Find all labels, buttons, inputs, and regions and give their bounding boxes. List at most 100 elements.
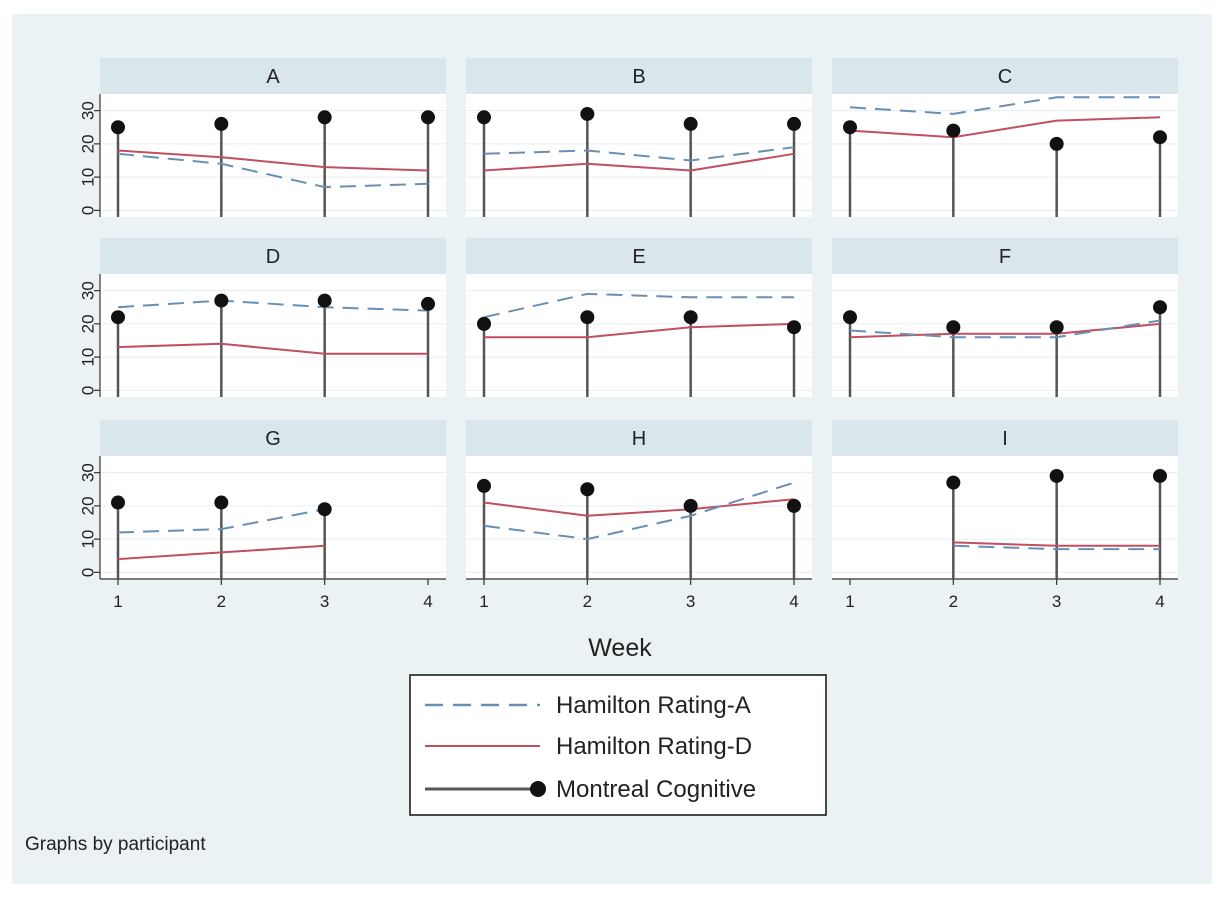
montreal-point	[214, 293, 229, 308]
y-tick-label: 30	[79, 101, 98, 120]
graphs-by-note: Graphs by participant	[25, 834, 206, 855]
montreal-point	[1049, 136, 1064, 151]
y-tick-label: 30	[79, 463, 98, 482]
panel-g: G 0 10 20 30 1 2 3 4	[79, 420, 446, 611]
montreal-point	[1153, 130, 1167, 145]
hamilton-a-line	[849, 319, 1161, 339]
x-tick-label: 2	[217, 592, 226, 611]
hamilton-d-line	[117, 342, 428, 355]
montreal-point	[477, 316, 491, 331]
montreal-point	[421, 110, 435, 125]
x-tick-label: 4	[1155, 592, 1164, 611]
x-tick-label: 3	[1052, 592, 1061, 611]
montreal-point	[683, 498, 698, 513]
hamilton-d-line	[117, 149, 429, 172]
montreal-point	[1049, 468, 1064, 483]
x-axis-title: Week	[588, 634, 652, 662]
panel-a: A 0 10 20 30	[79, 58, 446, 217]
panel-title: A	[266, 66, 280, 88]
panel-strip	[832, 420, 1178, 456]
hamilton-a-line	[953, 544, 1160, 551]
panel-title: H	[632, 428, 646, 450]
panel-plot-area	[100, 456, 446, 579]
legend-label-hamilton-d: Hamilton Rating-D	[556, 733, 752, 760]
panel-e: E	[466, 238, 812, 397]
montreal-point	[946, 320, 961, 335]
hamilton-d-line	[483, 498, 795, 517]
panel-title: D	[266, 246, 280, 268]
legend-key-montreal-dot	[530, 781, 546, 797]
montreal-point	[111, 120, 125, 135]
legend: Hamilton Rating-A Hamilton Rating-D Mont…	[409, 674, 827, 816]
hamilton-a-line	[117, 508, 325, 534]
y-tick-label: 0	[79, 206, 98, 215]
x-tick-label: 3	[686, 592, 695, 611]
montreal-point	[580, 310, 595, 325]
panel-plot-area	[832, 94, 1178, 217]
x-tick-label: 4	[423, 592, 432, 611]
hamilton-d-line	[849, 116, 1161, 139]
panel-title: B	[632, 66, 645, 88]
panel-h: H 1 2 3 4	[466, 420, 812, 611]
y-tick-label: 10	[79, 168, 98, 187]
montreal-point	[477, 110, 491, 125]
montreal-point	[946, 123, 961, 138]
panel-d: D 0 10 20 30	[79, 238, 446, 397]
montreal-point	[787, 498, 801, 513]
montreal-point	[111, 495, 125, 510]
montreal-point	[683, 116, 698, 131]
panel-strip	[832, 58, 1178, 94]
x-tick-label: 1	[479, 592, 488, 611]
montreal-point	[683, 310, 698, 325]
y-tick-label: 20	[79, 496, 98, 515]
montreal-point	[1153, 300, 1167, 315]
montreal-point	[214, 495, 229, 510]
panel-strip	[100, 238, 446, 274]
panel-b: B	[466, 58, 812, 217]
y-tick-label: 10	[79, 348, 98, 367]
panel-title: G	[265, 428, 281, 450]
legend-label-montreal: Montreal Cognitive	[556, 776, 756, 803]
panel-title: C	[998, 66, 1012, 88]
panel-title: E	[632, 246, 645, 268]
montreal-point	[111, 310, 125, 325]
montreal-point	[1153, 468, 1167, 483]
y-tick-label: 0	[79, 568, 98, 577]
panel-title: F	[999, 246, 1011, 268]
panel-plot-area	[100, 274, 446, 397]
panels: A 0 10 20 30 B C D 0 10 20 30 E F G 0 10 20 30 1 2 3 4 H 1 2 3 4 I 1 2…	[79, 58, 1178, 611]
hamilton-d-line	[483, 152, 795, 172]
x-tick-label: 2	[583, 592, 592, 611]
panel-plot-area	[466, 456, 812, 579]
panel-strip	[466, 238, 812, 274]
hamilton-a-line	[849, 96, 1160, 115]
panel-strip	[832, 238, 1178, 274]
panel-plot-area	[466, 274, 812, 397]
panel-title: I	[1002, 428, 1008, 450]
hamilton-a-line	[483, 481, 795, 541]
legend-label-hamilton-a: Hamilton Rating-A	[556, 692, 751, 719]
hamilton-a-line	[483, 146, 795, 162]
montreal-point	[477, 478, 491, 493]
hamilton-a-line	[117, 299, 429, 312]
y-tick-label: 0	[79, 386, 98, 395]
y-tick-label: 30	[79, 281, 98, 300]
y-tick-label: 10	[79, 530, 98, 549]
y-tick-label: 20	[79, 134, 98, 153]
montreal-point	[421, 296, 435, 311]
x-tick-label: 3	[320, 592, 329, 611]
panel-c: C	[832, 58, 1178, 217]
panel-plot-area	[832, 456, 1178, 579]
montreal-point	[580, 106, 595, 121]
panel-strip	[466, 420, 812, 456]
panel-strip	[100, 58, 446, 94]
montreal-point	[214, 116, 229, 131]
panel-strip	[466, 58, 812, 94]
x-tick-label: 4	[789, 592, 798, 611]
y-tick-label: 20	[79, 314, 98, 333]
hamilton-a-line	[117, 152, 429, 189]
montreal-point	[787, 320, 801, 335]
x-tick-label: 2	[949, 592, 958, 611]
montreal-point	[317, 293, 332, 308]
x-tick-label: 1	[113, 592, 122, 611]
